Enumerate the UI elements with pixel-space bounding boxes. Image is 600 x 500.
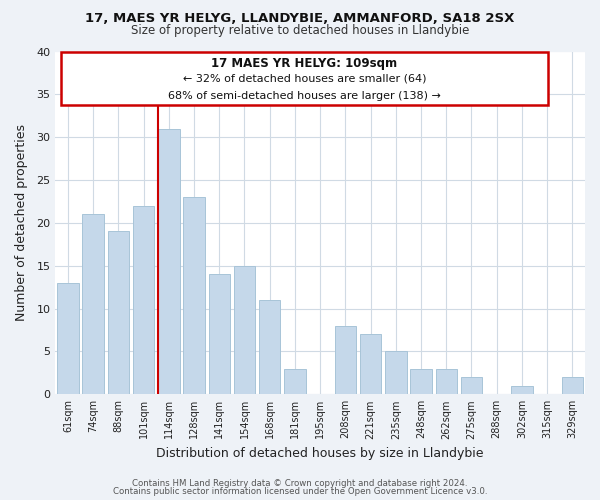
Bar (158, 128, 179, 394)
Bar (461, 377, 482, 394)
Bar (410, 368, 432, 394)
Bar (284, 368, 305, 394)
Bar (107, 232, 129, 394)
Text: Contains HM Land Registry data © Crown copyright and database right 2024.: Contains HM Land Registry data © Crown c… (132, 478, 468, 488)
Bar (385, 352, 407, 395)
Text: Size of property relative to detached houses in Llandybie: Size of property relative to detached ho… (131, 24, 469, 37)
Bar (259, 300, 280, 394)
Bar (360, 334, 382, 394)
Bar (209, 274, 230, 394)
Bar (511, 386, 533, 394)
Bar (234, 266, 255, 394)
Y-axis label: Number of detached properties: Number of detached properties (15, 124, 28, 322)
Bar (436, 368, 457, 394)
Text: ← 32% of detached houses are smaller (64): ← 32% of detached houses are smaller (64… (182, 74, 426, 84)
Bar (82, 214, 104, 394)
Text: Contains public sector information licensed under the Open Government Licence v3: Contains public sector information licen… (113, 487, 487, 496)
X-axis label: Distribution of detached houses by size in Llandybie: Distribution of detached houses by size … (157, 447, 484, 460)
Bar (562, 377, 583, 394)
Text: 68% of semi-detached houses are larger (138) →: 68% of semi-detached houses are larger (… (168, 91, 441, 101)
Bar (335, 326, 356, 394)
Text: 17, MAES YR HELYG, LLANDYBIE, AMMANFORD, SA18 2SX: 17, MAES YR HELYG, LLANDYBIE, AMMANFORD,… (85, 12, 515, 26)
Bar (184, 197, 205, 394)
Bar (57, 283, 79, 395)
Bar (133, 206, 154, 394)
FancyBboxPatch shape (61, 52, 548, 104)
Text: 17 MAES YR HELYG: 109sqm: 17 MAES YR HELYG: 109sqm (211, 56, 397, 70)
